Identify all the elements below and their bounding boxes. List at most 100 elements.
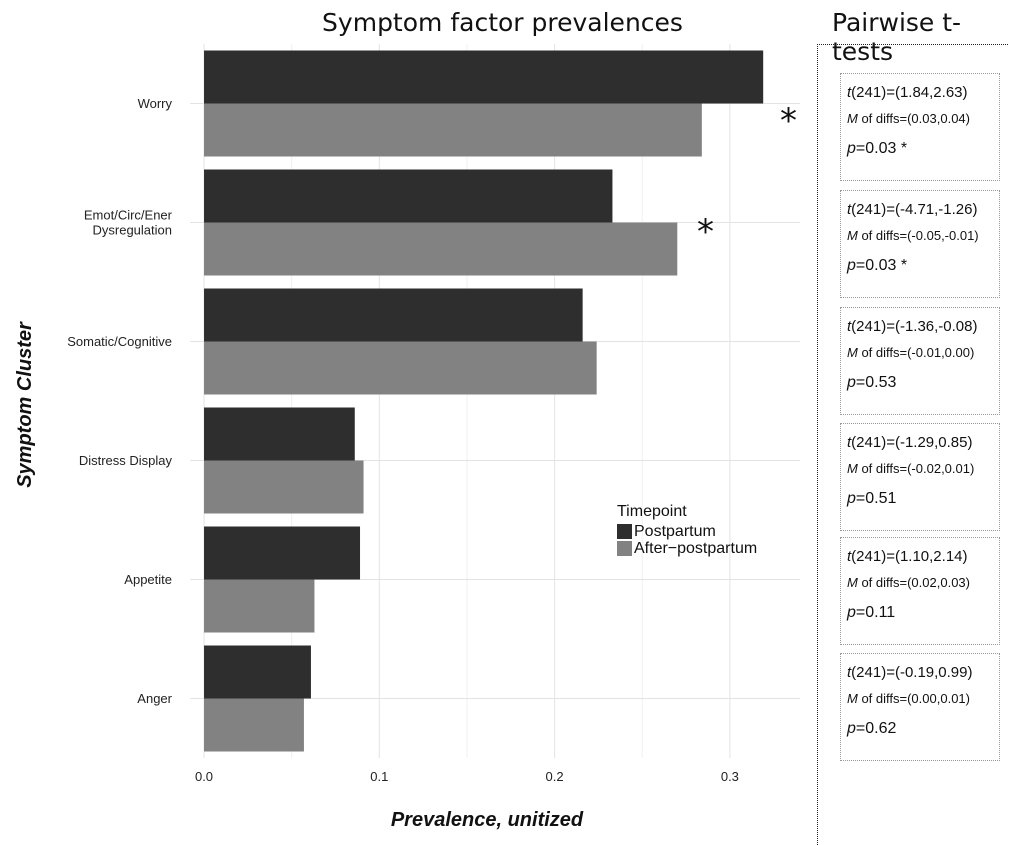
significance-marker-worry: * xyxy=(780,101,797,141)
ttest-mean-diffs: M of diffs=(-0.05,-0.01) xyxy=(847,228,999,257)
y-axis-label: Symptom Cluster xyxy=(14,321,36,488)
category-label-line: Appetite xyxy=(124,572,172,587)
m-symbol: M xyxy=(847,691,858,706)
m-value: of diffs=(0.03,0.04) xyxy=(857,111,970,126)
legend-swatch-after-postpartum xyxy=(617,541,632,556)
category-labels: Worry Emot/Circ/Ener Dysregulation Somatic/… xyxy=(67,96,172,706)
t-symbol: t xyxy=(847,201,852,218)
ttest-p-value: p=0.53 xyxy=(847,374,999,392)
category-label-somatic-cognitive: Somatic/Cognitive xyxy=(67,334,172,349)
ttest-mean-diffs: M of diffs=(0.03,0.04) xyxy=(847,111,999,140)
category-label-line: Worry xyxy=(138,96,173,111)
legend-swatch-postpartum xyxy=(617,524,632,539)
t-value: (241)=(-1.36,-0.08) xyxy=(851,318,978,335)
t-symbol: t xyxy=(847,434,852,451)
ttest-box-anger: t(241)=(-0.19,0.99) M of diffs=(0.00,0.0… xyxy=(840,653,1000,761)
ttest-box-worry: t(241)=(1.84,2.63) M of diffs=(0.03,0.04… xyxy=(840,73,1000,181)
bars-layer xyxy=(204,50,764,752)
x-tick-labels: 0.0 0.1 0.2 0.3 xyxy=(195,769,739,784)
ttests-panel: t(241)=(1.84,2.63) M of diffs=(0.03,0.04… xyxy=(817,44,1009,845)
prevalence-chart: Worry Emot/Circ/Ener Dysregulation Somatic/… xyxy=(14,44,800,831)
x-tick-label: 0.2 xyxy=(546,769,564,784)
bar-emot-circ-ener-dysregulation-after-postpartum xyxy=(204,222,678,276)
p-symbol: p xyxy=(847,604,856,621)
category-label-worry: Worry xyxy=(138,96,173,111)
p-symbol: p xyxy=(847,140,856,157)
ttest-box-somatic-cognitive: t(241)=(-1.36,-0.08) M of diffs=(-0.01,0… xyxy=(840,307,1000,415)
ttest-box-appetite: t(241)=(1.10,2.14) M of diffs=(0.02,0.03… xyxy=(840,537,1000,645)
p-symbol: p xyxy=(847,720,856,737)
ttest-p-value: p=0.62 xyxy=(847,720,999,738)
ttest-p-value: p=0.51 xyxy=(847,490,999,508)
legend-item-postpartum: Postpartum xyxy=(617,523,757,540)
x-tick-label: 0.1 xyxy=(370,769,388,784)
bar-anger-after-postpartum xyxy=(204,698,304,752)
p-value: =0.51 xyxy=(855,490,897,507)
legend: Timepoint Postpartum After−postpartum xyxy=(617,503,757,557)
ttest-t-statistic: t(241)=(-4.71,-1.26) xyxy=(847,201,999,228)
legend-label-postpartum: Postpartum xyxy=(634,522,716,540)
category-label-distress-display: Distress Display xyxy=(79,453,173,468)
m-symbol: M xyxy=(847,461,858,476)
t-symbol: t xyxy=(847,84,852,101)
significance-marker-emot-circ-ener: * xyxy=(697,212,714,252)
t-symbol: t xyxy=(847,318,852,335)
category-label-line: Somatic/Cognitive xyxy=(67,334,172,349)
p-symbol: p xyxy=(847,490,856,507)
ttest-mean-diffs: M of diffs=(0.02,0.03) xyxy=(847,575,999,604)
category-label-appetite: Appetite xyxy=(124,572,172,587)
ttest-p-value: p=0.03 * xyxy=(847,257,999,275)
bar-anger-postpartum xyxy=(204,645,311,699)
category-label-emot-circ-ener-dysregulation: Emot/Circ/Ener Dysregulation xyxy=(84,208,173,238)
t-value: (241)=(-0.19,0.99) xyxy=(851,664,973,681)
bar-appetite-postpartum xyxy=(204,526,361,580)
legend-title: Timepoint xyxy=(617,503,687,520)
category-label-anger: Anger xyxy=(137,691,172,706)
m-value: of diffs=(0.02,0.03) xyxy=(857,575,970,590)
ttest-mean-diffs: M of diffs=(-0.02,0.01) xyxy=(847,461,999,490)
bar-worry-postpartum xyxy=(204,50,764,104)
t-value: (241)=(1.10,2.14) xyxy=(851,548,968,565)
bar-distress-display-after-postpartum xyxy=(204,460,364,514)
t-symbol: t xyxy=(847,548,852,565)
ttest-t-statistic: t(241)=(-1.29,0.85) xyxy=(847,434,999,461)
bar-somatic-cognitive-after-postpartum xyxy=(204,341,597,395)
m-symbol: M xyxy=(847,111,858,126)
m-value: of diffs=(-0.01,0.00) xyxy=(857,345,975,360)
t-value: (241)=(-1.29,0.85) xyxy=(851,434,973,451)
m-value: of diffs=(-0.02,0.01) xyxy=(857,461,975,476)
x-tick-label: 0.3 xyxy=(721,769,739,784)
category-label-line: Distress Display xyxy=(79,453,173,468)
m-symbol: M xyxy=(847,228,858,243)
legend-label-after-postpartum: After−postpartum xyxy=(634,539,758,557)
m-symbol: M xyxy=(847,575,858,590)
ttest-p-value: p=0.03 * xyxy=(847,140,999,158)
ttest-box-distress-display: t(241)=(-1.29,0.85) M of diffs=(-0.02,0.… xyxy=(840,423,1000,531)
category-label-line: Emot/Circ/Ener xyxy=(84,208,173,223)
ttests-title: Pairwise t-tests xyxy=(832,8,962,66)
bar-emot-circ-ener-dysregulation-postpartum xyxy=(204,169,613,223)
ttest-box-emot-circ-ener: t(241)=(-4.71,-1.26) M of diffs=(-0.05,-… xyxy=(840,190,1000,298)
x-tick-label: 0.0 xyxy=(195,769,213,784)
category-label-line: Anger xyxy=(137,691,172,706)
m-value: of diffs=(-0.05,-0.01) xyxy=(857,228,979,243)
p-value: =0.11 xyxy=(855,604,896,621)
m-value: of diffs=(0.00,0.01) xyxy=(857,691,970,706)
p-symbol: p xyxy=(847,257,856,274)
ttest-t-statistic: t(241)=(-1.36,-0.08) xyxy=(847,318,999,345)
t-value: (241)=(1.84,2.63) xyxy=(851,84,968,101)
ttest-t-statistic: t(241)=(1.84,2.63) xyxy=(847,84,999,111)
ttest-t-statistic: t(241)=(-0.19,0.99) xyxy=(847,664,999,691)
ttest-t-statistic: t(241)=(1.10,2.14) xyxy=(847,548,999,575)
t-value: (241)=(-4.71,-1.26) xyxy=(851,201,978,218)
p-symbol: p xyxy=(847,374,856,391)
x-axis-label: Prevalence, unitized xyxy=(391,809,584,831)
chart-title: Symptom factor prevalences xyxy=(322,8,683,37)
p-value: =0.03 * xyxy=(855,140,908,157)
ttest-p-value: p=0.11 xyxy=(847,604,999,622)
legend-item-after-postpartum: After−postpartum xyxy=(617,540,757,557)
bar-worry-after-postpartum xyxy=(204,103,702,157)
p-value: =0.62 xyxy=(855,720,897,737)
ttest-mean-diffs: M of diffs=(0.00,0.01) xyxy=(847,691,999,720)
category-label-line: Dysregulation xyxy=(93,223,173,238)
